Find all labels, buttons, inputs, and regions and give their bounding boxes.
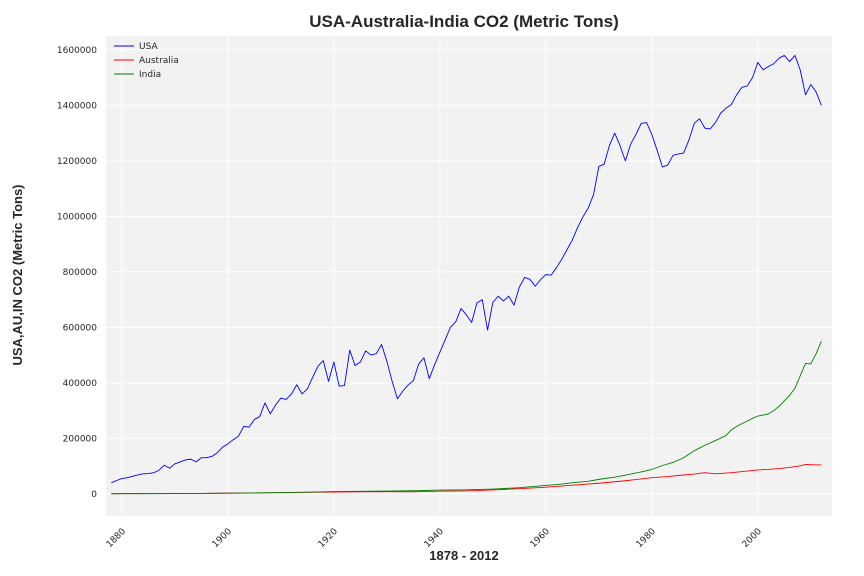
legend-label-australia: Australia — [139, 56, 179, 66]
grid-lines — [106, 36, 832, 516]
y-axis-label: USA,AU,IN CO2 (Metric Tons) — [10, 184, 25, 365]
x-tick-label: 1940 — [423, 527, 446, 550]
chart-title: USA-Australia-India CO2 (Metric Tons) — [309, 12, 619, 31]
legend-label-india: India — [139, 70, 161, 80]
series-lines — [111, 54, 822, 495]
x-tick-label: 1900 — [211, 527, 234, 550]
y-tick-label: 800000 — [63, 268, 98, 278]
y-tick-label: 1000000 — [57, 212, 97, 222]
y-tick-labels: 0 200000 400000 600000 800000 1000000 1200000 1… — [57, 46, 97, 500]
y-tick-label: 1400000 — [57, 101, 97, 111]
x-tick-label: 1960 — [529, 527, 552, 550]
y-tick-label: 1200000 — [57, 157, 97, 167]
x-tick-labels: 1880 1900 1920 1940 1960 1980 2000 — [105, 527, 764, 550]
series-line-india — [111, 341, 822, 495]
series-line-usa — [111, 54, 822, 484]
x-tick-label: 1980 — [635, 527, 658, 550]
y-tick-label: 0 — [91, 490, 97, 500]
x-tick-label: 1920 — [317, 527, 340, 550]
y-tick-label: 400000 — [63, 379, 98, 389]
y-tick-label: 1600000 — [57, 46, 97, 56]
x-tick-label: 2000 — [741, 527, 764, 550]
x-axis-label: 1878 - 2012 — [429, 548, 498, 563]
y-tick-label: 200000 — [63, 434, 98, 444]
legend-label-usa: USA — [139, 42, 158, 52]
y-tick-label: 600000 — [63, 323, 98, 333]
x-tick-label: 1880 — [105, 527, 128, 550]
plot-background — [106, 36, 832, 516]
legend: USA Australia India — [114, 42, 179, 80]
